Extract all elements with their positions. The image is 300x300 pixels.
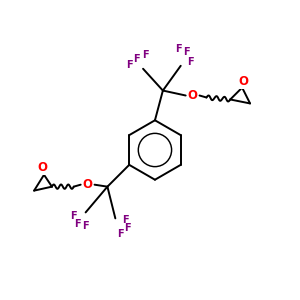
Text: O: O	[82, 178, 93, 191]
Text: F: F	[124, 223, 130, 233]
Text: F: F	[74, 219, 81, 229]
Text: O: O	[188, 89, 198, 102]
Text: F: F	[126, 60, 133, 70]
Text: F: F	[133, 54, 140, 64]
Text: F: F	[176, 44, 182, 54]
Text: F: F	[70, 212, 77, 221]
Text: O: O	[37, 161, 47, 174]
Text: F: F	[187, 57, 194, 67]
Text: F: F	[142, 50, 148, 60]
Text: O: O	[238, 75, 248, 88]
Text: F: F	[122, 215, 129, 225]
Text: F: F	[183, 47, 190, 57]
Text: F: F	[117, 229, 124, 239]
Text: F: F	[82, 221, 89, 231]
